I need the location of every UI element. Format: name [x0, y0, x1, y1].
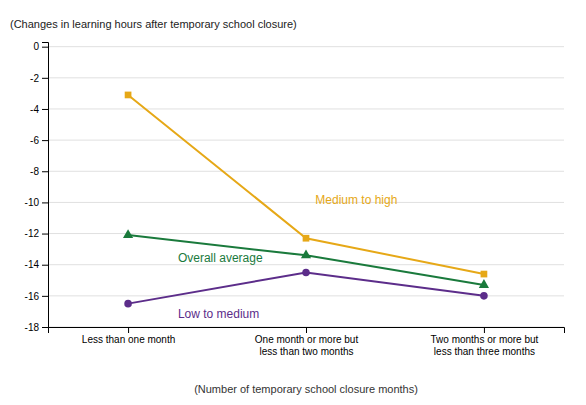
y-tick-mark: [42, 171, 48, 172]
grid-line: [48, 202, 564, 203]
point-marker: [123, 229, 133, 238]
y-tick-label: -14: [25, 259, 40, 270]
series-labels: Overall average Medium to high Low to medi…: [178, 193, 397, 320]
y-tick-mark: [42, 78, 48, 79]
x-tick-mark: [484, 327, 485, 333]
y-tick: -2: [30, 73, 48, 84]
point-marker: [301, 249, 311, 258]
y-axis-line: [42, 43, 49, 328]
y-tick-mark: [42, 47, 48, 48]
grid-line: [48, 77, 564, 78]
x-tick: Two months or more butless than three mo…: [431, 327, 539, 357]
x-tick-mark: [306, 327, 307, 333]
y-tick-label: -18: [25, 322, 40, 333]
y-tick-label: 0: [33, 41, 39, 52]
chart: 0 -2 -4 -6 -8 -10 -12 -14 -16 -18 Less than one mo…: [0, 0, 586, 405]
series-label: Overall average: [178, 251, 263, 265]
point-marker: [480, 292, 488, 300]
point-marker: [479, 279, 489, 288]
series-label: Medium to high: [315, 193, 397, 207]
y-tick: -18: [25, 322, 48, 333]
x-tick: Less than one month: [82, 327, 175, 345]
point-marker: [125, 92, 132, 99]
x-tick: One month or more butless than two month…: [255, 327, 359, 357]
x-tick-label: One month or more butless than two month…: [255, 334, 359, 357]
series-label: Low to medium: [178, 307, 259, 321]
grid-line: [48, 140, 564, 141]
y-tick: 0: [33, 41, 48, 52]
y-tick-mark: [42, 327, 48, 328]
y-tick-label: -4: [30, 104, 39, 115]
grid: [48, 47, 564, 327]
point-marker: [303, 235, 310, 242]
y-tick: -6: [30, 135, 48, 146]
grid-line: [48, 264, 564, 265]
point-marker: [124, 300, 132, 308]
y-tick-mark: [42, 140, 48, 141]
y-tick: -16: [25, 291, 48, 302]
x-tick-label: Two months or more butless than three mo…: [431, 334, 539, 357]
y-tick: -14: [25, 259, 48, 270]
point-marker: [481, 271, 488, 278]
y-axis-title: (Changes in learning hours after tempora…: [10, 18, 297, 30]
y-tick: -8: [30, 166, 48, 177]
x-tick-mark: [128, 327, 129, 333]
y-tick-label: -16: [25, 291, 40, 302]
y-tick-mark: [42, 202, 48, 203]
x-axis: Less than one month One month or more but…: [49, 327, 565, 357]
y-tick-label: -6: [30, 135, 39, 146]
grid-line: [48, 108, 564, 109]
series-line: [128, 272, 484, 303]
point-marker: [302, 269, 310, 277]
y-tick-label: -10: [25, 197, 40, 208]
x-axis-title: (Number of temporary school closure mont…: [194, 383, 418, 395]
series-line: [128, 95, 484, 274]
y-tick-mark: [42, 234, 48, 235]
y-tick-label: -12: [25, 228, 40, 239]
series-line: [128, 235, 484, 285]
y-tick: -10: [25, 197, 48, 208]
y-tick-mark: [42, 296, 48, 297]
marks: [123, 92, 489, 308]
y-tick: -4: [30, 104, 48, 115]
y-tick-label: -2: [30, 73, 39, 84]
y-axis: 0 -2 -4 -6 -8 -10 -12 -14 -16 -18: [25, 41, 49, 332]
y-tick-mark: [42, 109, 48, 110]
y-tick-mark: [42, 265, 48, 266]
y-tick-label: -8: [30, 166, 39, 177]
grid-line: [48, 46, 564, 47]
grid-line: [48, 171, 564, 172]
x-tick-label: Less than one month: [82, 334, 175, 345]
x-axis-line: [49, 328, 565, 334]
plot: 0 -2 -4 -6 -8 -10 -12 -14 -16 -18 Less than one mo…: [25, 41, 565, 357]
y-tick: -12: [25, 228, 48, 239]
